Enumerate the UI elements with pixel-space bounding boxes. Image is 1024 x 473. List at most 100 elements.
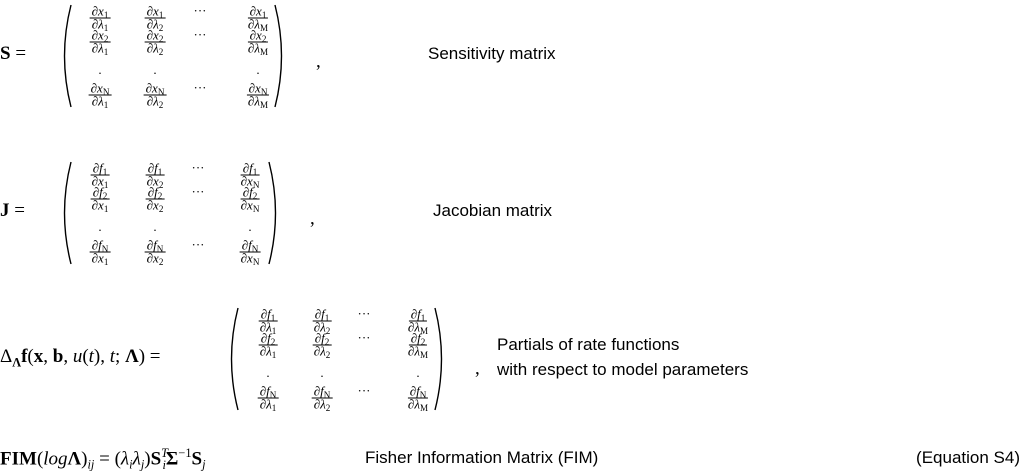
fraction: ∂f2 ∂λM — [406, 332, 430, 360]
comma: , — [310, 208, 315, 229]
subscript: 2 — [158, 33, 164, 44]
numerator: ∂fN — [257, 383, 279, 400]
matrix-bracket — [268, 161, 277, 265]
numerator: ∂f2 — [240, 184, 260, 201]
subscript: 1 — [270, 312, 276, 323]
symbol: ∂f — [241, 237, 252, 253]
matrix-bracket — [230, 307, 239, 411]
symbol: ∂f — [92, 184, 103, 200]
math-segment: ), — [93, 346, 110, 367]
subscript: 1 — [252, 166, 258, 177]
numerator: ∂f2 — [258, 332, 278, 347]
numerator: ∂f1 — [258, 306, 278, 323]
symbol: ∂x — [91, 173, 104, 189]
fraction: ∂fN ∂x1 — [89, 239, 111, 266]
matrix-ellipsis: ··· — [191, 160, 205, 175]
symbol: ∂f — [314, 306, 325, 322]
symbol: ∂f — [260, 306, 271, 322]
subscript: 2 — [158, 256, 164, 267]
math-segment: i — [162, 457, 166, 472]
math-segment: Λ — [67, 448, 82, 470]
fraction: ∂x2 ∂λ1 — [89, 29, 111, 57]
denominator: ∂λ2 — [312, 396, 333, 413]
numerator: ∂f2 — [312, 330, 332, 346]
symbol: ∂f — [259, 383, 270, 399]
subscript: M — [419, 402, 429, 413]
subscript: 1 — [103, 9, 109, 20]
fraction: ∂f1 ∂λ2 — [312, 306, 333, 336]
numerator: ∂f2 — [408, 332, 428, 346]
symbol: ∂f — [242, 184, 253, 200]
fraction: ∂x1 ∂λ2 — [144, 5, 166, 33]
fraction: ∂f2 ∂x1 — [90, 184, 111, 213]
symbol: ∂f — [314, 330, 325, 346]
fraction: ∂fN ∂x2 — [144, 239, 166, 267]
matrix-ellipsis: ··· — [357, 306, 371, 321]
symbol: ∂x — [91, 197, 104, 213]
numerator: ∂f1 — [90, 160, 110, 176]
subscript: N — [252, 179, 260, 190]
math-segment: Δ — [0, 346, 13, 367]
denominator: ∂x1 — [90, 173, 111, 190]
math-segment: t — [88, 346, 94, 367]
math-segment: ) = — [138, 346, 161, 367]
subscript: 2 — [325, 402, 331, 413]
symbol: ∂x — [249, 27, 262, 43]
symbol: ∂x — [249, 3, 262, 19]
subscript: 1 — [157, 166, 163, 177]
subscript: 2 — [325, 349, 331, 360]
math-segment: , — [63, 346, 73, 367]
math-segment: ( — [82, 346, 89, 367]
denominator: ∂λM — [406, 321, 430, 336]
subscript: 2 — [158, 22, 164, 33]
math-segment: λ — [132, 448, 141, 470]
denominator: ∂λ1 — [90, 95, 111, 110]
math-segment: Σ — [165, 448, 179, 470]
fraction: ∂f2 ∂x2 — [145, 186, 166, 213]
matrix-dot: . — [98, 219, 102, 234]
label-line: Partials of rate functions — [497, 335, 680, 354]
math-segment: j — [140, 457, 145, 472]
symbol: ∂f — [410, 306, 421, 322]
subscript: 2 — [270, 336, 276, 347]
denominator: ∂xN — [239, 250, 262, 267]
fraction: ∂fN ∂xN — [239, 237, 262, 267]
math-segment: ; — [115, 346, 126, 367]
fraction: ∂fN ∂λ2 — [311, 385, 333, 413]
subscript: 1 — [103, 46, 109, 57]
symbol: ∂λ — [313, 396, 326, 412]
math-segment: ) — [144, 448, 151, 470]
fraction: ∂f2 ∂λ1 — [258, 332, 279, 359]
denominator: ∂λ2 — [145, 18, 166, 33]
matrix-dot: . — [256, 62, 260, 77]
fraction: ∂fN ∂λM — [406, 385, 430, 413]
denominator: ∂x2 — [145, 175, 166, 190]
fraction: ∂f1 ∂λM — [406, 306, 430, 336]
subscript: M — [419, 349, 429, 360]
fraction: ∂f1 ∂x1 — [90, 160, 111, 190]
symbol: ∂λ — [259, 319, 272, 335]
symbol: ∂x — [240, 250, 253, 266]
denominator: ∂xN — [239, 197, 262, 214]
math-segment: b — [52, 346, 64, 367]
math-segment: Λ — [125, 346, 139, 367]
math-segment: FIM — [0, 448, 37, 470]
numerator: ∂f2 — [90, 184, 110, 200]
denominator: ∂λ2 — [312, 321, 333, 336]
numerator: ∂f1 — [312, 306, 332, 322]
subscript: 2 — [325, 325, 331, 336]
denominator: ∂λM — [246, 93, 270, 110]
denominator: ∂λM — [406, 398, 430, 413]
fraction: ∂xN ∂λ2 — [143, 82, 167, 109]
subscript: N — [156, 243, 164, 254]
math-segment: ij — [87, 457, 95, 472]
symbol: ∂λ — [247, 93, 260, 109]
denominator: ∂λM — [246, 18, 270, 33]
subscript: N — [269, 389, 277, 400]
symbol: ∂x — [240, 197, 253, 213]
subscript: 2 — [252, 190, 258, 201]
comma: , — [475, 358, 480, 379]
matrix-ellipsis: ··· — [191, 237, 205, 252]
symbol: ∂f — [92, 160, 103, 176]
